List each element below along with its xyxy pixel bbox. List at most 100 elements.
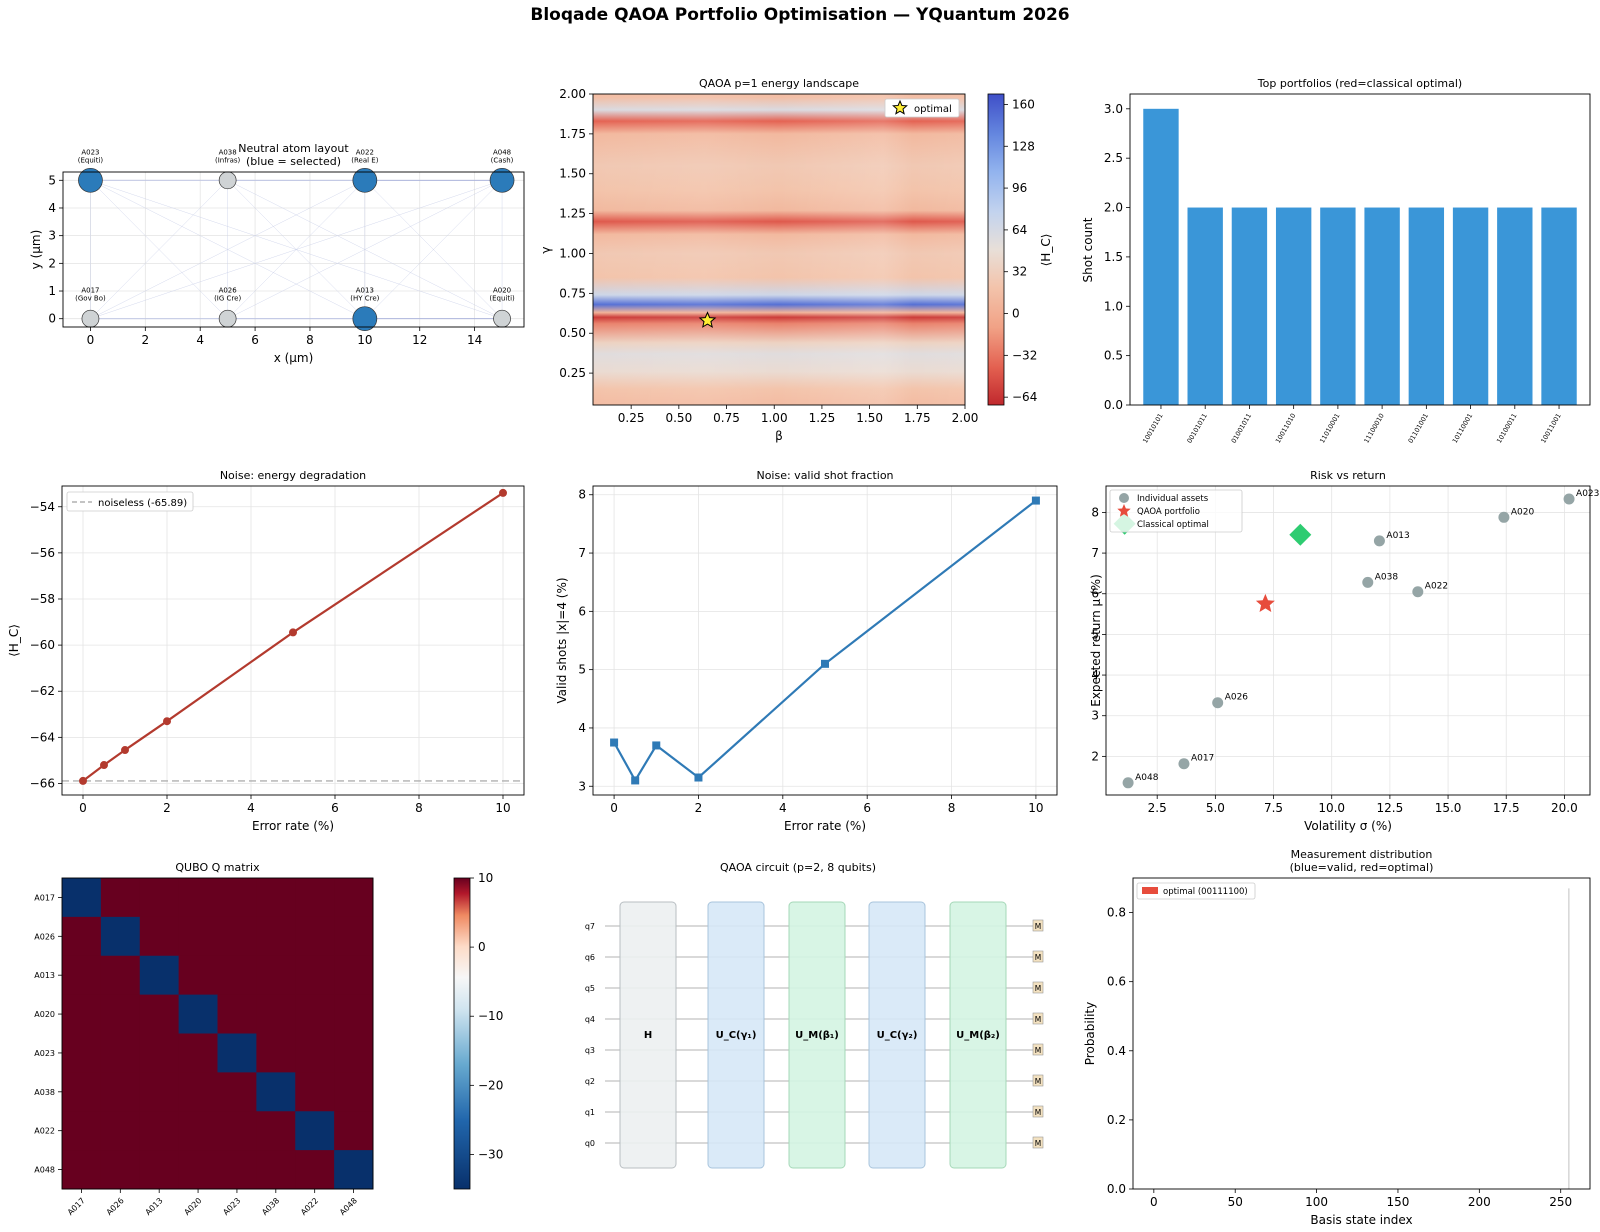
matrix-cell bbox=[256, 1072, 296, 1112]
matrix-cell bbox=[295, 1111, 335, 1151]
tick-label-y: 0.6 bbox=[1107, 975, 1126, 989]
tick-label-x: 01101001 bbox=[1407, 412, 1430, 445]
chart-title: Noise: energy degradation bbox=[220, 469, 366, 482]
tick-label-y: 8 bbox=[1091, 505, 1099, 519]
legend-marker bbox=[1117, 504, 1131, 517]
tick-label-x: A023 bbox=[221, 1196, 242, 1217]
series-line bbox=[613, 499, 1037, 783]
asset-label: A026 bbox=[1225, 693, 1249, 703]
axis-label-x: Error rate (%) bbox=[784, 819, 866, 833]
asset-point bbox=[1362, 576, 1374, 588]
tick-label-y: 5 bbox=[578, 663, 586, 677]
optimal-marker bbox=[698, 311, 717, 328]
top-portfolios-chart: 0.0 0.5 1.0 1.5 2.0 2.5 3.0 10010101 00101011 010… bbox=[1081, 77, 1591, 445]
axis-label-y: γ bbox=[539, 246, 553, 253]
measure-label: M bbox=[1035, 922, 1041, 931]
landscape-modulation-layer bbox=[593, 94, 965, 405]
asset-point bbox=[1373, 535, 1385, 547]
bar bbox=[1452, 207, 1489, 405]
coupling-line bbox=[227, 180, 503, 319]
matrix-cell bbox=[334, 1111, 374, 1151]
legend-star bbox=[892, 99, 908, 115]
tick-label-y: A022 bbox=[34, 1127, 55, 1136]
tick-label-x: 00101011 bbox=[1185, 412, 1208, 445]
qubit-label: q7 bbox=[585, 922, 595, 931]
colorbar-tick-label: 0 bbox=[1012, 307, 1020, 321]
legend-label: QAOA portfolio bbox=[1137, 507, 1200, 517]
tick-label-y: 0.5 bbox=[1104, 349, 1123, 363]
tick-label-y: 3 bbox=[48, 229, 56, 243]
tick-label-y: 6 bbox=[1091, 587, 1099, 601]
matrix-cell bbox=[256, 1111, 296, 1151]
matrix-cell bbox=[100, 878, 141, 918]
tick-label-x: 2.5 bbox=[1148, 801, 1167, 815]
matrix-cell bbox=[178, 955, 218, 996]
tick-label-x: 15.0 bbox=[1435, 801, 1462, 815]
tick-label-x: 0.50 bbox=[665, 411, 692, 425]
tick-label-y: 2 bbox=[1091, 749, 1099, 763]
tick-label-y: −54 bbox=[30, 500, 55, 514]
measure-label: M bbox=[1035, 1139, 1041, 1148]
matrix-cell bbox=[62, 1111, 102, 1151]
atom-label: (Cash) bbox=[491, 156, 514, 164]
axes-frame bbox=[592, 485, 1058, 796]
matrix-cell bbox=[334, 1072, 374, 1112]
tick-label-x: 11100010 bbox=[1362, 412, 1385, 445]
matrix-cell bbox=[62, 955, 102, 996]
tick-label-x: 0.75 bbox=[713, 411, 740, 425]
matrix-cell bbox=[295, 955, 335, 996]
atom-label: A048 bbox=[493, 148, 511, 156]
tick-label-x: A038 bbox=[260, 1196, 281, 1217]
asset-point bbox=[1178, 758, 1190, 770]
matrix-cell bbox=[256, 916, 296, 957]
measurement-chart: 0 50 100 150 200 250 0.0 0.2 0.4 0.6 0.8 optimal (0… bbox=[1083, 848, 1591, 1227]
colorbar-tick-label: 128 bbox=[1012, 139, 1035, 153]
matrix-cell bbox=[217, 994, 257, 1034]
matrix-cell bbox=[334, 955, 374, 996]
atom-label: A023 bbox=[81, 148, 99, 156]
tick-label-x: 01001011 bbox=[1230, 412, 1253, 445]
atom-label: A022 bbox=[356, 148, 374, 156]
gate-label: U_M(β₂) bbox=[956, 1030, 1000, 1041]
axis-label-y: ⟨H_C⟩ bbox=[7, 624, 21, 657]
bar bbox=[1231, 207, 1268, 405]
asset-label: A020 bbox=[1511, 507, 1535, 517]
tick-label-x: 8 bbox=[948, 801, 956, 815]
matrix-cell bbox=[139, 955, 180, 996]
data-point bbox=[821, 659, 829, 668]
matrix-cell bbox=[139, 1033, 180, 1073]
tick-label-x: A022 bbox=[299, 1196, 320, 1217]
matrix-cell bbox=[139, 1072, 180, 1112]
atom-label: A026 bbox=[219, 287, 238, 295]
matrix-cell bbox=[100, 1150, 141, 1190]
tick-label-y: 7 bbox=[1091, 546, 1099, 560]
tick-label-y: −62 bbox=[30, 684, 55, 698]
tick-label-x: 14 bbox=[467, 333, 482, 347]
tick-label-x: 10 bbox=[1028, 801, 1043, 815]
gate-label: H bbox=[644, 1030, 652, 1041]
measure-box bbox=[1032, 1043, 1044, 1056]
tick-label-x: A017 bbox=[66, 1196, 87, 1217]
matrix-cell bbox=[256, 994, 296, 1034]
tick-label-x: 250 bbox=[1549, 1195, 1572, 1209]
tick-label-x: 10.0 bbox=[1318, 801, 1345, 815]
tick-label-x: 0 bbox=[87, 333, 95, 347]
colorbar-tick-label: −20 bbox=[478, 1078, 503, 1092]
matrix-cell bbox=[334, 994, 374, 1034]
data-point bbox=[499, 488, 507, 497]
matrix-cell bbox=[295, 1072, 335, 1112]
bar bbox=[1143, 108, 1179, 406]
atom-label: A038 bbox=[219, 148, 237, 156]
chart-title: Noise: valid shot fraction bbox=[756, 469, 893, 482]
asset-point bbox=[1563, 493, 1575, 505]
legend-label: noiseless (-65.89) bbox=[98, 498, 187, 509]
tick-label-x: A020 bbox=[182, 1196, 203, 1217]
matrix-cell bbox=[295, 1150, 335, 1190]
classical-marker bbox=[1289, 523, 1312, 546]
atom-label: (Gov Bo) bbox=[75, 295, 106, 303]
atom-label: (Equiti) bbox=[78, 156, 104, 164]
gate-box bbox=[707, 901, 765, 1169]
colorbar-tick-label: 96 bbox=[1012, 181, 1027, 195]
matrix-cell bbox=[256, 955, 296, 996]
tick-label-y: −56 bbox=[30, 546, 55, 560]
